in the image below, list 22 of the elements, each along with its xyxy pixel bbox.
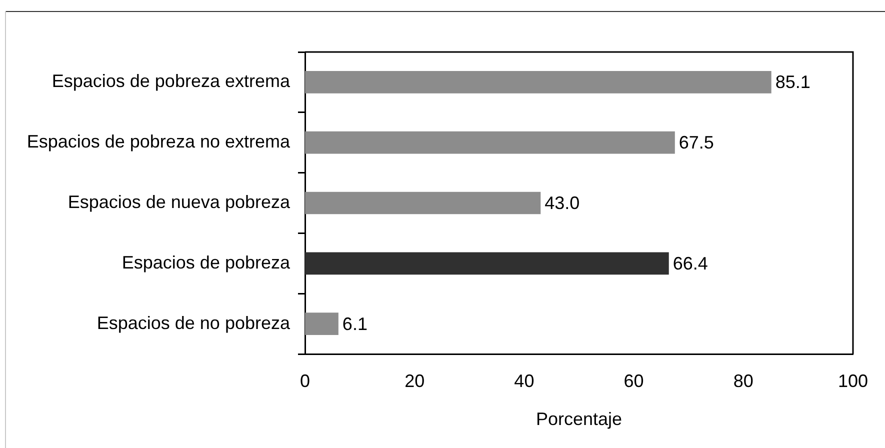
y-tick-label: Espacios de nueva pobreza: [68, 192, 291, 212]
bar: [305, 131, 675, 154]
x-axis-title: Porcentaje: [536, 409, 622, 430]
y-tick-label: Espacios de pobreza extrema: [52, 71, 291, 92]
bar: [305, 71, 772, 94]
bar: [305, 312, 338, 335]
bar: [305, 252, 669, 275]
x-tick-label: 20: [404, 370, 425, 391]
bar: [305, 192, 541, 214]
y-tick-label: Espacios de pobreza no extrema: [26, 132, 291, 152]
data-label: 85.1: [775, 72, 810, 92]
y-tick-label: Espacios de no pobreza: [96, 312, 291, 333]
data-label: 43.0: [544, 192, 580, 213]
y-tick-label: Espacios de pobreza: [122, 252, 291, 272]
data-label: 6.1: [342, 314, 368, 334]
x-tick-label: 0: [300, 370, 310, 391]
data-label: 66.4: [672, 253, 708, 274]
x-tick-label: 80: [733, 370, 754, 391]
x-tick-label: 100: [838, 370, 868, 391]
x-tick-label: 40: [514, 370, 534, 391]
data-label: 67.5: [678, 132, 714, 153]
x-tick-label: 60: [624, 370, 644, 391]
